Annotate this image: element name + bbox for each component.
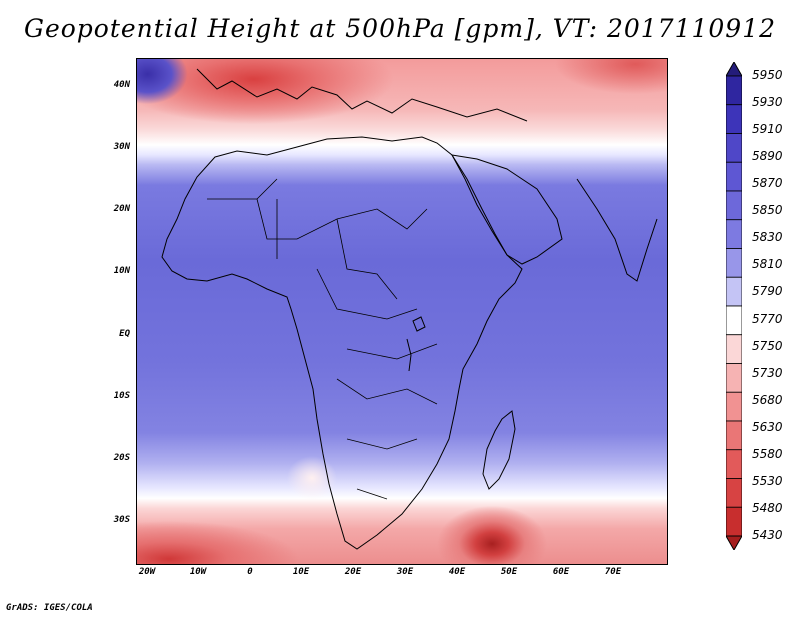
colorbar-swatch xyxy=(726,75,742,106)
colorbar-swatch xyxy=(726,276,742,307)
lake-victoria xyxy=(412,316,426,332)
x-tick-label: 60E xyxy=(552,567,570,577)
colorbar-swatch xyxy=(726,420,742,451)
colorbar-label: 5680 xyxy=(752,392,783,407)
colorbar-label: 5750 xyxy=(752,338,783,353)
india-coastline xyxy=(576,178,658,282)
colorbar-swatch xyxy=(726,133,742,163)
colorbar-bottom-arrow xyxy=(726,535,742,550)
colorbar-swatch xyxy=(726,104,742,134)
y-tick-label: 40N xyxy=(113,80,130,90)
y-tick-label: 20N xyxy=(113,204,130,214)
africa-coastline xyxy=(161,136,523,550)
colorbar-label: 5630 xyxy=(752,419,783,434)
x-tick-label: 30E xyxy=(396,567,414,577)
y-tick-label: 20S xyxy=(113,453,130,463)
colorbar-label: 5480 xyxy=(752,500,783,515)
madagascar-coastline xyxy=(482,410,516,490)
x-tick-label: 50E xyxy=(500,567,518,577)
colorbar-swatch xyxy=(726,305,742,336)
colorbar-swatch xyxy=(726,449,742,479)
colorbar-label: 5870 xyxy=(752,176,783,191)
footer-credit: GrADS: IGES/COLA xyxy=(6,603,93,613)
y-tick-label: EQ xyxy=(119,329,130,339)
colorbar-swatch xyxy=(726,248,742,278)
colorbar-label: 5910 xyxy=(752,122,783,137)
x-tick-label: 20W xyxy=(138,567,156,577)
colorbar-label: 5730 xyxy=(752,365,783,380)
y-tick-label: 30N xyxy=(113,142,130,152)
x-tick-label: 0 xyxy=(247,567,253,577)
colorbar-label: 5580 xyxy=(752,446,783,461)
colorbar-label: 5530 xyxy=(752,473,783,488)
colorbar-label: 5890 xyxy=(752,149,783,164)
y-tick-label: 10N xyxy=(113,266,130,276)
colorbar-label: 5810 xyxy=(752,257,783,272)
map-plot-area xyxy=(136,58,668,565)
colorbar-swatch xyxy=(726,391,742,422)
colorbar-label: 5770 xyxy=(752,311,783,326)
europe-coastline xyxy=(196,68,528,122)
y-tick-label: 30S xyxy=(113,515,130,525)
x-tick-label: 40E xyxy=(448,567,466,577)
x-tick-label: 70E xyxy=(604,567,622,577)
colorbar-swatch xyxy=(726,506,742,537)
chart-title: Geopotential Height at 500hPa [gpm], VT:… xyxy=(23,14,777,43)
x-tick-label: 20E xyxy=(344,567,362,577)
colorbar-swatch xyxy=(726,219,742,249)
colorbar xyxy=(726,62,742,550)
coastlines-overlay xyxy=(161,68,658,550)
colorbar-swatch xyxy=(726,363,742,393)
colorbar-top-arrow xyxy=(726,62,742,77)
x-tick-label: 10W xyxy=(189,567,207,577)
colorbar-swatch xyxy=(726,334,742,364)
colorbar-label: 5790 xyxy=(752,284,783,299)
colorbar-swatch xyxy=(726,190,742,221)
colorbar-label: 5430 xyxy=(752,528,783,542)
colorbar-swatch xyxy=(726,478,742,508)
x-tick-label: 10E xyxy=(292,567,310,577)
country-borders xyxy=(207,178,438,500)
colorbar-label: 5830 xyxy=(752,230,783,245)
colorbar-label: 5850 xyxy=(752,203,783,218)
y-tick-label: 10S xyxy=(113,391,130,401)
colorbar-label: 5930 xyxy=(752,95,783,110)
colorbar-label: 5950 xyxy=(752,68,783,82)
lake-tanganyika xyxy=(406,338,412,372)
arabia-coastline xyxy=(451,154,563,265)
colorbar-swatch xyxy=(726,161,742,192)
